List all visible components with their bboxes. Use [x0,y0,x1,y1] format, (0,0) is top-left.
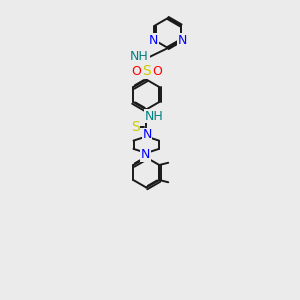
Text: NH: NH [130,50,149,64]
Text: N: N [178,34,187,47]
Text: S: S [142,64,151,78]
Text: N: N [142,128,152,142]
Text: N: N [149,34,158,47]
Text: O: O [131,65,141,78]
Text: S: S [130,121,140,134]
Text: NH: NH [144,110,163,123]
Text: N: N [141,148,150,161]
Text: O: O [152,65,162,78]
